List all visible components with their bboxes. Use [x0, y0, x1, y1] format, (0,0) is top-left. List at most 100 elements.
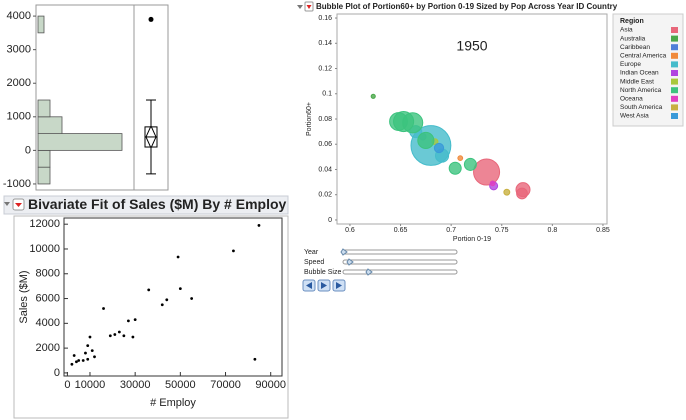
y-tick-label: 0.12 [318, 65, 332, 72]
bubble [516, 187, 528, 200]
legend-label: Oceana [620, 96, 643, 103]
histogram-bar [37, 15, 45, 34]
histogram-bar [37, 99, 51, 118]
y-tick-label: 10000 [29, 243, 60, 255]
legend-swatch [671, 95, 678, 102]
x-tick-label: 30000 [120, 379, 151, 391]
legend-swatch [671, 87, 678, 94]
slider-track[interactable] [342, 249, 458, 255]
slider-track[interactable] [342, 269, 458, 275]
legend-label: West Asia [620, 113, 649, 120]
x-tick-label: 0.65 [394, 227, 408, 234]
y-tick-label: 0 [328, 217, 332, 224]
slider-thumb[interactable] [365, 268, 373, 276]
slider-track[interactable] [342, 259, 458, 265]
point [190, 297, 194, 300]
bubble [433, 142, 445, 154]
slider-label: Year [304, 249, 319, 256]
y-tick-label: 2000 [7, 77, 31, 89]
histogram-bar [37, 166, 51, 185]
x-tick-label: 70000 [210, 379, 241, 391]
y-tick-label: 12000 [29, 218, 60, 230]
x-axis-title: # Employ [150, 397, 196, 409]
histogram-bar [37, 149, 51, 168]
y-tick-label: 3000 [7, 44, 31, 56]
point [72, 354, 76, 357]
bubble [463, 157, 477, 171]
point [77, 359, 81, 362]
slider-label: Speed [304, 259, 324, 266]
point [90, 349, 94, 352]
mean-diamond [145, 124, 157, 150]
legend-label: Indian Ocean [620, 70, 659, 77]
icon [336, 282, 342, 289]
point [75, 360, 78, 364]
legend-swatch [671, 35, 678, 42]
year-annotation: 1950 [456, 38, 487, 54]
legend-label: Central America [620, 53, 667, 60]
legend-swatch [671, 113, 678, 119]
y-tick-label: 0.02 [318, 192, 332, 199]
icon [321, 282, 327, 289]
x-tick-label: 0.6 [345, 227, 355, 234]
slider-label: Bubble Size [304, 269, 341, 276]
point [176, 255, 180, 259]
panel-header[interactable] [3, 195, 289, 215]
bubble [370, 93, 376, 99]
point [178, 287, 182, 291]
collapse-icon[interactable] [297, 5, 303, 9]
bubble [489, 180, 496, 187]
legend-label: Europe [620, 61, 641, 68]
y-tick-label: 0 [54, 367, 60, 379]
y-tick-label: 0.06 [318, 141, 332, 148]
x-tick-label: 0.85 [596, 227, 610, 234]
histogram-frame [35, 4, 169, 191]
y-tick-label: 4000 [7, 10, 31, 22]
collapse-icon[interactable] [4, 202, 10, 206]
legend-swatch [671, 70, 678, 76]
x-tick-label: 10000 [75, 379, 106, 391]
y-tick-label: 6000 [36, 292, 60, 304]
point [93, 355, 96, 359]
red-triangle [15, 203, 22, 207]
point [165, 298, 169, 302]
y-tick-label: 2000 [36, 342, 60, 354]
x-tick-label: 0.8 [547, 227, 557, 234]
y-tick-label: 0 [25, 144, 31, 156]
x-tick-label: 0 [64, 379, 70, 391]
bubble [457, 155, 464, 162]
legend-swatch [671, 78, 678, 85]
point [232, 249, 235, 253]
point [81, 359, 85, 362]
legend-swatch [671, 27, 678, 33]
histogram-bar [37, 116, 63, 134]
outlier [148, 16, 154, 22]
y-tick-label: 4000 [36, 317, 60, 329]
x-axis-title: Portion 0-19 [453, 236, 491, 243]
x-tick-label: 0.7 [446, 227, 456, 234]
point [147, 288, 151, 292]
slider-thumb[interactable] [346, 258, 354, 266]
y-tick-label: 1000 [7, 111, 31, 123]
x-tick-label: 0.75 [495, 227, 509, 234]
legend-label: South America [620, 104, 663, 111]
panel-title: Bubble Plot of Portion60+ by Portion 0-1… [316, 2, 618, 11]
legend-label: Australia [620, 35, 646, 42]
histogram-bar [37, 133, 123, 151]
bubble [448, 161, 462, 175]
point [108, 334, 112, 338]
point [126, 319, 130, 323]
point [160, 303, 164, 307]
legend-label: North America [620, 87, 662, 94]
bubble [473, 158, 501, 186]
y-tick-label: 0.04 [318, 166, 332, 173]
point [131, 335, 135, 339]
legend-label: Caribbean [620, 44, 650, 51]
slider-thumb[interactable] [340, 248, 348, 256]
y-tick-label: 8000 [36, 268, 60, 280]
legend-label: Asia [620, 27, 633, 34]
point [86, 357, 90, 361]
point [70, 362, 74, 366]
point [117, 330, 121, 334]
